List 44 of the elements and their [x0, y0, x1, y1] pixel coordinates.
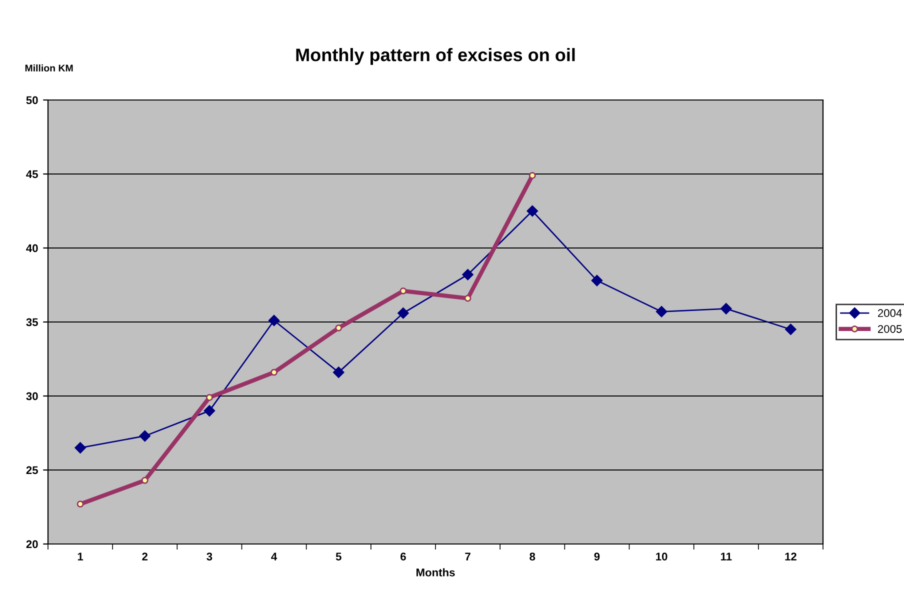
point [76, 500, 84, 508]
x-tick-label: 10 [656, 552, 668, 560]
x-tick-label: 2 [142, 552, 148, 560]
legend-label: 2004 [878, 309, 902, 318]
point [464, 294, 472, 302]
x-tick-label: 12 [785, 552, 796, 560]
y-tick-label: 50 [26, 96, 38, 104]
x-tick-label: 8 [530, 552, 536, 560]
y-axis-title: Million KM [25, 64, 73, 72]
point [462, 269, 474, 280]
point [74, 442, 86, 454]
point [400, 287, 407, 294]
point [206, 394, 213, 401]
y-tick-label: 35 [26, 318, 38, 326]
point [268, 314, 280, 326]
point [335, 324, 342, 332]
y-tick-label: 25 [26, 466, 38, 474]
point [270, 368, 278, 376]
point [720, 303, 732, 314]
x-tick-label: 4 [271, 552, 278, 560]
x-tick-label: 11 [720, 552, 732, 560]
point [526, 205, 538, 217]
point [591, 274, 603, 286]
x-tick-label: 9 [594, 552, 600, 560]
point [785, 324, 796, 336]
point [398, 308, 409, 319]
x-tick-label: 7 [465, 552, 470, 560]
y-tick-label: 45 [26, 170, 38, 178]
point [204, 405, 216, 416]
point [139, 430, 150, 442]
point [528, 172, 536, 179]
chart-title: Monthly pattern of excises on oil [296, 48, 575, 65]
y-tick-label: 40 [26, 244, 38, 252]
x-tick-label: 5 [336, 552, 342, 560]
x-tick-label: 6 [400, 552, 406, 560]
y-tick-label: 20 [26, 540, 38, 548]
point [656, 306, 668, 318]
legend-label: 2005 [878, 325, 902, 333]
x-axis-title: Months [416, 568, 455, 576]
point [141, 476, 148, 484]
y-tick-label: 30 [26, 392, 38, 400]
x-tick-label: 3 [206, 552, 212, 561]
point [333, 366, 344, 378]
x-tick-label: 1 [78, 552, 84, 560]
